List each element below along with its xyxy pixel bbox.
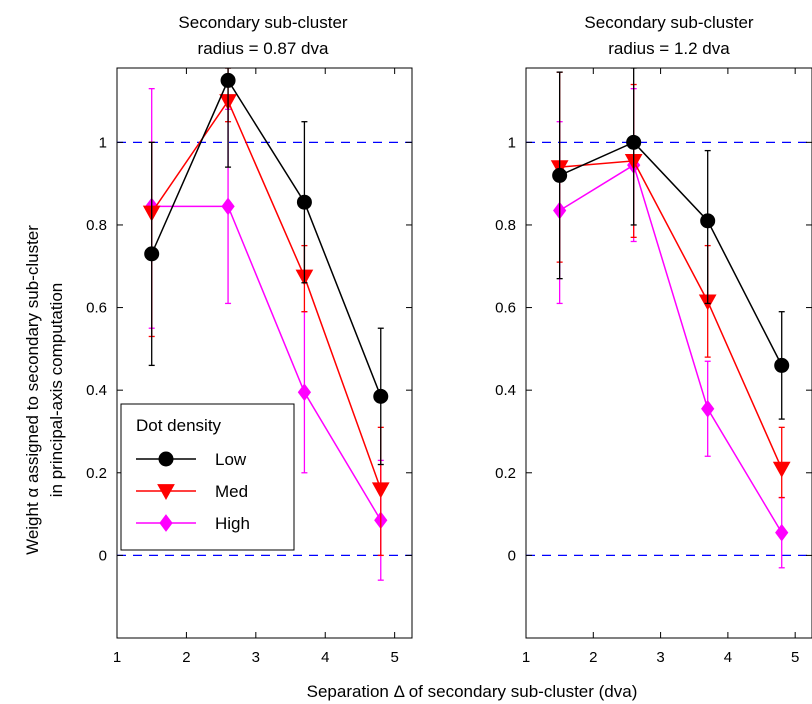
legend-med-marker xyxy=(157,484,175,501)
legend: Dot density Low Med High xyxy=(120,403,295,551)
panel-right-high-data-point xyxy=(701,399,715,418)
panel-right-x-tick-label: 5 xyxy=(791,649,799,666)
panel-right-y-tick-label: 0.8 xyxy=(495,217,516,234)
panel-left-med-series-line xyxy=(151,99,382,490)
panel-right-high-series-line xyxy=(559,163,783,534)
panel-left-title-line1: Secondary sub-cluster xyxy=(178,13,347,32)
panel-right-x-tick-label: 2 xyxy=(589,649,597,666)
panel-left-y-tick-label: 0.4 xyxy=(86,382,107,399)
panel-right-low-data-point xyxy=(552,167,568,183)
panel-left-low-series-line xyxy=(151,78,382,397)
panel-left-low-data-point xyxy=(296,194,312,210)
panel-right-x-tick-label: 3 xyxy=(656,649,664,666)
panel-right-y-tick-label: 0.4 xyxy=(495,382,516,399)
panel-left-low-data-point xyxy=(144,246,160,262)
panel-right-med-data-point xyxy=(772,461,791,478)
legend-entries: Low Med High xyxy=(136,450,250,533)
panel-right-x-tick-label: 4 xyxy=(724,649,732,666)
panel-left-x-tick-label: 4 xyxy=(321,649,329,666)
panel-right-series-group xyxy=(550,68,791,569)
legend-high-marker xyxy=(159,514,173,532)
panel-right-y-tick-label: 0.2 xyxy=(495,465,516,482)
panel-right-high-data-point xyxy=(775,523,789,542)
legend-med-label: Med xyxy=(215,482,248,501)
legend-low-label: Low xyxy=(215,450,247,469)
legend-box xyxy=(120,403,295,551)
panel-left-y-tick-label: 0 xyxy=(99,547,107,564)
panel-left-y-tick-label: 0.8 xyxy=(86,217,107,234)
panel-right-title-line2: radius = 1.2 dva xyxy=(608,39,730,58)
panel-left-med-data-point xyxy=(371,482,390,499)
panel-left-title-line2: radius = 0.87 dva xyxy=(198,39,329,58)
panel-left-high-series-line xyxy=(151,205,382,521)
panel-right-low-data-point xyxy=(626,134,642,150)
legend-low-marker xyxy=(158,451,174,467)
panel-left-y-tick-label: 1 xyxy=(99,134,107,151)
panel-right-x-tick-label: 1 xyxy=(522,649,530,666)
y-axis-label-line2: in principal-axis computation xyxy=(47,283,66,498)
panel-left-x-tick-label: 3 xyxy=(252,649,260,666)
panel-left-high-data-point xyxy=(221,197,235,216)
legend-high-label: High xyxy=(215,514,250,533)
panel-left-x-tick-label: 1 xyxy=(113,649,121,666)
panel-left-low-data-point xyxy=(220,72,236,88)
panel-left: Secondary sub-cluster radius = 0.87 dva … xyxy=(86,13,413,666)
panel-right-y-tick-label: 0.6 xyxy=(495,300,516,317)
panel-right-y-tick-label: 0 xyxy=(508,547,516,564)
panel-left-low-data-point xyxy=(373,388,389,404)
panel-right-y-tick-label: 1 xyxy=(508,134,516,151)
panel-left-series-group xyxy=(142,68,390,581)
panel-right-frame xyxy=(525,67,812,639)
panel-left-frame xyxy=(116,67,413,639)
panel-left-high-data-point xyxy=(297,383,312,402)
panel-right-low-data-point xyxy=(774,357,790,373)
panel-right-low-data-point xyxy=(700,213,716,229)
panel-right-med-series-line xyxy=(559,160,783,469)
panel-left-y-tick-label: 0.2 xyxy=(86,465,107,482)
panel-right-low-series-line xyxy=(559,141,783,366)
y-axis-label-line1: Weight α assigned to secondary sub-clust… xyxy=(23,225,42,555)
panel-left-x-tick-label: 5 xyxy=(390,649,398,666)
legend-title: Dot density xyxy=(136,416,222,435)
panel-left-y-tick-label: 0.6 xyxy=(86,300,107,317)
panel-left-plot-area: 1 2 3 4 5 0 0.2 0.4 0.6 0.8 1 xyxy=(86,67,413,666)
panel-right-plot-area: 1 2 3 4 5 0 0.2 0.4 0.6 0.8 1 xyxy=(495,67,812,666)
panel-right: Secondary sub-cluster radius = 1.2 dva 1… xyxy=(495,13,812,666)
panel-left-x-tick-label: 2 xyxy=(182,649,190,666)
panel-right-title-line1: Secondary sub-cluster xyxy=(584,13,753,32)
x-axis-label: Separation Δ of secondary sub-cluster (d… xyxy=(307,682,638,701)
